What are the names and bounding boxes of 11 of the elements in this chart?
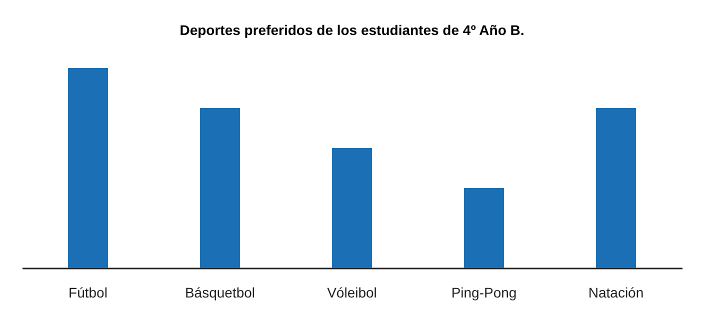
x-tick-label: Ping-Pong xyxy=(451,284,517,300)
x-tick-label: Natación xyxy=(588,284,644,300)
chart-title: Deportes preferidos de los estudiantes de 4º Año B. xyxy=(180,22,524,38)
bar xyxy=(596,108,636,268)
bar xyxy=(200,108,240,268)
x-tick-label: Básquetbol xyxy=(184,284,256,300)
x-tick-label: Fútbol xyxy=(68,284,108,300)
bar xyxy=(68,68,108,268)
x-tick-label: Vóleibol xyxy=(327,284,377,300)
bar xyxy=(332,148,372,268)
bar xyxy=(464,188,504,268)
